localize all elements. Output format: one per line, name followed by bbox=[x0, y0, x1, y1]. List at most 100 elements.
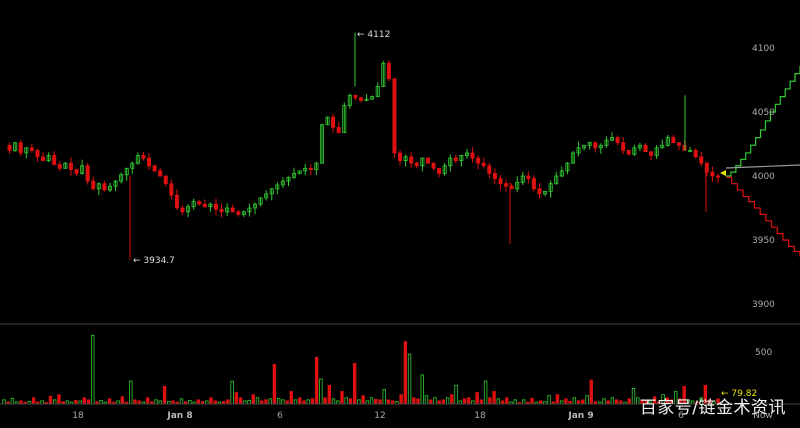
volume-bar bbox=[340, 391, 344, 405]
volume-bar bbox=[513, 399, 517, 405]
candle-body bbox=[448, 157, 453, 167]
volume-bar bbox=[602, 398, 606, 405]
x-tick-label: 18 bbox=[474, 411, 486, 421]
depth-asks-line bbox=[726, 176, 800, 257]
candle-body bbox=[498, 178, 503, 185]
volume-bar bbox=[467, 397, 471, 405]
volume-bar bbox=[323, 397, 327, 405]
volume-bar bbox=[496, 398, 501, 405]
candle-body bbox=[342, 105, 347, 133]
candle-body bbox=[565, 162, 570, 172]
candle-body bbox=[7, 144, 12, 151]
volume-bar bbox=[188, 399, 192, 405]
candle-body bbox=[241, 211, 246, 215]
candle-body bbox=[548, 183, 553, 192]
x-tick-label: Jan 8 bbox=[166, 411, 192, 421]
volume-bar bbox=[91, 334, 95, 405]
volume-bar bbox=[386, 399, 391, 405]
candle-body bbox=[174, 194, 179, 209]
candle-body bbox=[269, 188, 274, 195]
candle-body bbox=[370, 96, 375, 100]
volume-bar bbox=[564, 398, 568, 405]
candle-body bbox=[331, 116, 336, 128]
volume-bar bbox=[424, 395, 429, 405]
volume-bar bbox=[475, 392, 479, 405]
volume-bar bbox=[145, 397, 150, 405]
current-price-line bbox=[725, 164, 800, 169]
volume-bar bbox=[82, 397, 86, 405]
low-annotation: ← 3934.7 bbox=[133, 256, 175, 266]
volume-bar bbox=[403, 341, 408, 405]
volume-bar bbox=[483, 380, 488, 405]
candle-body bbox=[409, 156, 414, 164]
volume-bar bbox=[521, 399, 526, 405]
volume-bar bbox=[631, 387, 636, 405]
candle-body bbox=[63, 162, 68, 169]
candle-body bbox=[442, 165, 447, 174]
candle-body bbox=[303, 167, 308, 172]
volume-bar bbox=[572, 397, 577, 405]
price-candles bbox=[7, 32, 721, 260]
candle-body bbox=[219, 208, 224, 213]
candle-body bbox=[85, 165, 90, 182]
candle-body bbox=[107, 185, 112, 191]
candle-body bbox=[180, 207, 185, 213]
volume-bar bbox=[310, 398, 315, 405]
volume-bar bbox=[298, 397, 302, 405]
candle-body bbox=[96, 183, 101, 190]
candle-body bbox=[24, 147, 29, 154]
volume-bar bbox=[492, 391, 496, 405]
candle-body bbox=[286, 176, 291, 182]
candle-body bbox=[598, 144, 603, 149]
candle-body bbox=[665, 137, 670, 146]
candle-body bbox=[336, 126, 341, 133]
candle-body bbox=[504, 183, 509, 187]
volume-bar bbox=[530, 397, 534, 405]
candle-body bbox=[191, 201, 196, 208]
volume-annotation: ← 79.82 bbox=[721, 389, 757, 399]
volume-bar bbox=[488, 397, 492, 405]
price-tick-label: 4000 bbox=[752, 172, 775, 182]
candle-body bbox=[604, 139, 609, 146]
depth-lines bbox=[726, 65, 800, 257]
candle-body bbox=[626, 149, 631, 155]
candle-body bbox=[208, 203, 213, 208]
candle-body bbox=[213, 203, 218, 210]
candle-body bbox=[649, 151, 654, 156]
volume-bar bbox=[614, 399, 619, 405]
candle-body bbox=[52, 155, 57, 165]
volume-bar bbox=[281, 399, 285, 405]
candle-body bbox=[258, 197, 263, 205]
candle-body bbox=[152, 165, 157, 172]
candle-body bbox=[292, 173, 297, 178]
candle-body bbox=[169, 183, 174, 196]
volume-bars bbox=[2, 334, 720, 405]
price-tick-label: 4050 bbox=[752, 108, 775, 118]
candle-body bbox=[637, 144, 642, 149]
candle-body bbox=[425, 157, 430, 164]
volume-bar bbox=[133, 399, 137, 405]
candle-body bbox=[314, 162, 319, 170]
candle-body bbox=[710, 171, 715, 177]
candle-body bbox=[135, 155, 140, 164]
volume-bar bbox=[450, 394, 454, 405]
volume-bar bbox=[610, 397, 615, 405]
volume-bar bbox=[445, 397, 450, 405]
candle-body bbox=[186, 206, 191, 213]
candle-body bbox=[403, 156, 408, 162]
candle-body bbox=[381, 62, 386, 87]
volume-bar bbox=[479, 399, 484, 405]
volume-bar bbox=[276, 397, 281, 405]
candle-body bbox=[113, 180, 118, 187]
candle-body bbox=[68, 162, 73, 170]
volume-bar bbox=[226, 399, 230, 405]
volume-bar bbox=[416, 398, 420, 405]
candle-body bbox=[158, 170, 163, 177]
volume-bar bbox=[547, 395, 551, 405]
volume-bar bbox=[251, 394, 255, 405]
candle-body bbox=[582, 144, 587, 149]
candle-body bbox=[492, 173, 497, 179]
candle-body bbox=[253, 203, 258, 209]
price-tick-label: 3900 bbox=[752, 300, 775, 310]
